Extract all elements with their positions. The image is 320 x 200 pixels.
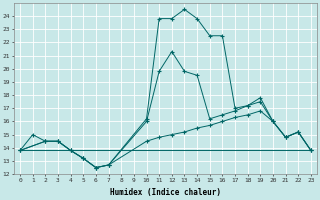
X-axis label: Humidex (Indice chaleur): Humidex (Indice chaleur) (110, 188, 221, 197)
